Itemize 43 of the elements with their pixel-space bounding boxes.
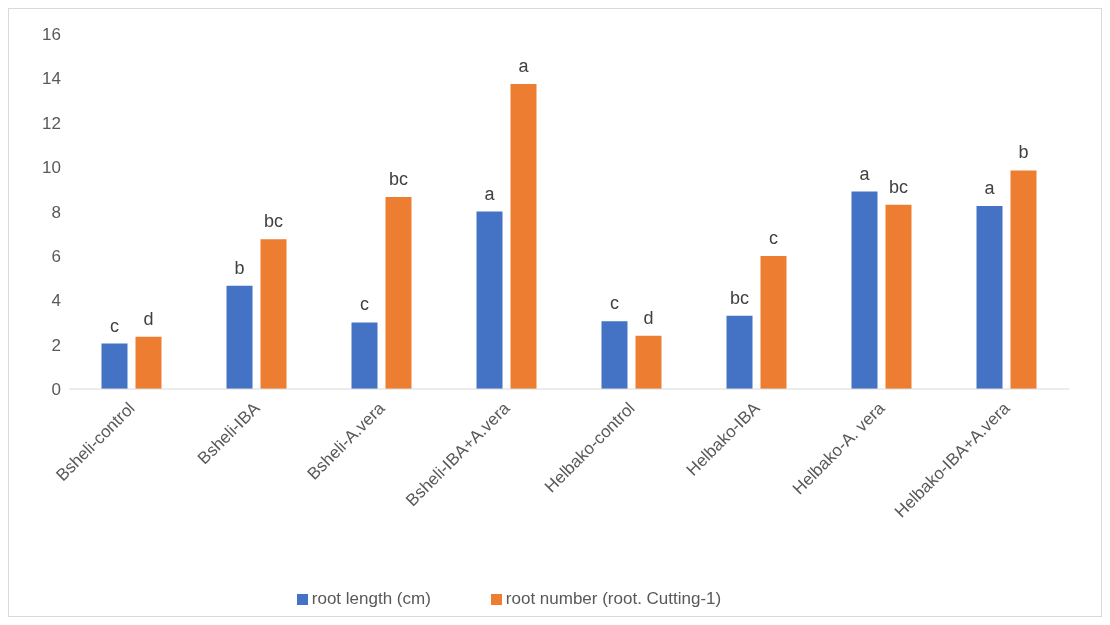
data-label: bc [888,176,909,197]
data-label: c [769,227,778,248]
bar [976,205,1003,389]
data-label: b [1018,142,1029,163]
data-label: c [610,293,619,314]
bar [260,239,287,389]
bar [601,321,628,389]
data-label: bc [388,169,409,190]
bar [351,322,378,389]
bar [885,204,912,389]
y-tick-label: 2 [51,335,61,355]
bar [385,197,412,389]
data-label: c [110,315,119,336]
bar [135,336,162,389]
bar [226,285,253,389]
data-label: b [234,257,245,278]
y-tick-label: 16 [42,25,61,45]
y-tick-label: 8 [51,202,61,222]
y-tick-label: 10 [42,158,61,178]
y-tick-label: 14 [42,69,61,89]
y-tick-label: 6 [51,246,61,266]
legend-label: root length (cm) [311,589,431,608]
data-label: d [643,307,654,328]
data-label: a [518,55,530,76]
bar [726,315,753,389]
bar [1010,170,1037,389]
data-label: c [360,294,369,315]
y-tick-label: 12 [42,113,61,133]
data-label: a [984,177,996,198]
bar [851,191,878,389]
y-tick-label: 0 [51,380,61,400]
data-label: a [859,163,871,184]
bar [476,211,503,389]
data-label: bc [729,287,750,308]
bar [635,335,662,389]
bar [760,255,787,389]
bar [101,343,128,389]
bar [510,83,537,389]
y-tick-label: 4 [51,291,61,311]
legend-label: root number (root. Cutting-1) [505,589,722,608]
data-label: a [484,183,496,204]
data-label: d [143,308,154,329]
data-label: bc [263,211,284,232]
